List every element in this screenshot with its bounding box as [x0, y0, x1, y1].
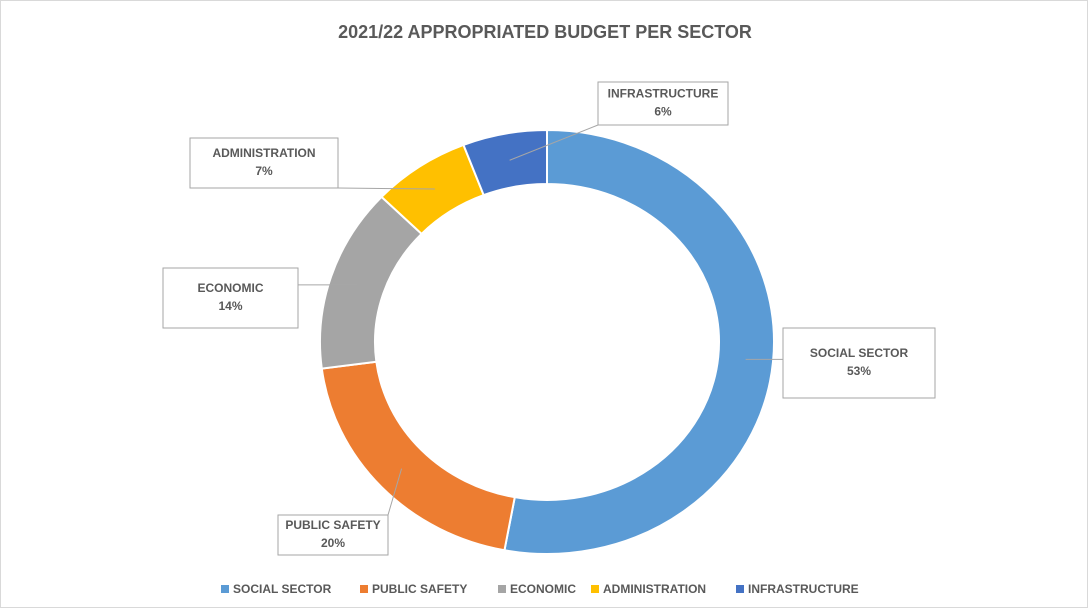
legend-label: INFRASTRUCTURE	[748, 582, 859, 596]
data-label-value: 6%	[654, 105, 672, 119]
callout-box	[189, 137, 339, 189]
legend-swatch	[736, 585, 744, 593]
callout-box	[162, 267, 299, 329]
legend-swatch	[591, 585, 599, 593]
legend-label: ECONOMIC	[510, 582, 576, 596]
legend-label: SOCIAL SECTOR	[233, 582, 332, 596]
legend-swatch	[498, 585, 506, 593]
data-label-name: ECONOMIC	[198, 281, 264, 295]
callout-box	[782, 327, 936, 399]
callout-pointer	[509, 124, 599, 161]
legend-label: PUBLIC SAFETY	[372, 582, 467, 596]
data-label-name: SOCIAL SECTOR	[810, 346, 909, 360]
legend-swatch	[221, 585, 229, 593]
callout-box	[277, 514, 389, 556]
callout-pointer	[387, 468, 403, 516]
data-label-value: 20%	[321, 536, 345, 550]
legend-label: ADMINISTRATION	[603, 582, 706, 596]
chart-title: 2021/22 APPROPRIATED BUDGET PER SECTOR	[338, 22, 752, 42]
data-label-value: 7%	[255, 164, 273, 178]
data-label-value: 14%	[218, 299, 242, 313]
data-label-value: 53%	[847, 364, 871, 378]
legend-swatch	[360, 585, 368, 593]
callout-box	[597, 81, 729, 126]
data-label-name: ADMINISTRATION	[212, 146, 315, 160]
callout-pointer	[337, 187, 435, 190]
donut-slice	[503, 128, 775, 555]
data-label-name: INFRASTRUCTURE	[608, 87, 719, 101]
data-label-name: PUBLIC SAFETY	[285, 518, 380, 532]
donut-slice	[462, 128, 548, 197]
